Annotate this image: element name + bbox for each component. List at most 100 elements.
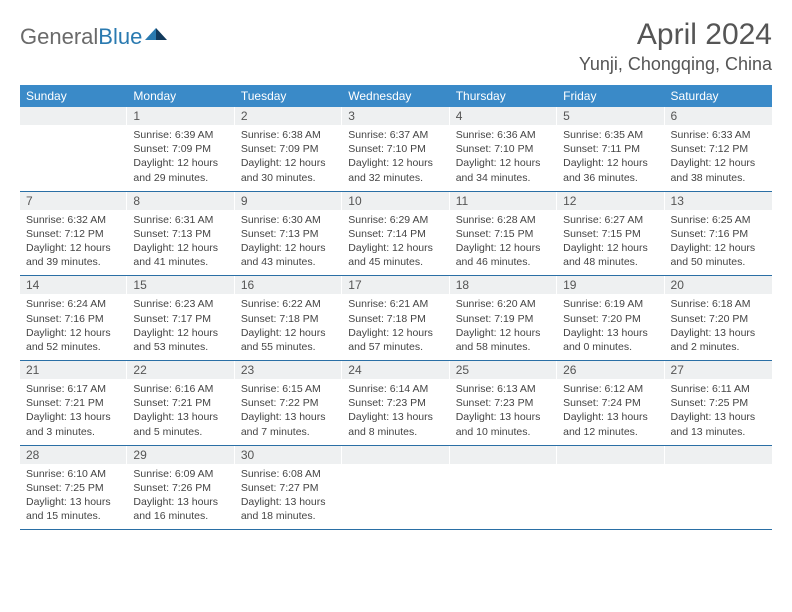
day-number: 22 [127, 361, 234, 379]
dow-thursday: Thursday [450, 85, 557, 107]
sunset-text: Sunset: 7:12 PM [671, 142, 766, 156]
day-body: Sunrise: 6:31 AMSunset: 7:13 PMDaylight:… [127, 210, 234, 276]
day-number [20, 107, 127, 125]
logo-text-general: General [20, 24, 98, 50]
sunset-text: Sunset: 7:20 PM [671, 312, 766, 326]
month-title: April 2024 [579, 18, 772, 52]
day-number: 11 [450, 192, 557, 210]
sunrise-text: Sunrise: 6:08 AM [241, 467, 336, 481]
day-cell: 30Sunrise: 6:08 AMSunset: 7:27 PMDayligh… [235, 446, 342, 530]
sunrise-text: Sunrise: 6:13 AM [456, 382, 551, 396]
daylight-text: Daylight: 13 hours and 2 minutes. [671, 326, 766, 354]
sunset-text: Sunset: 7:15 PM [563, 227, 658, 241]
day-cell: 2Sunrise: 6:38 AMSunset: 7:09 PMDaylight… [235, 107, 342, 191]
daylight-text: Daylight: 12 hours and 46 minutes. [456, 241, 551, 269]
sunset-text: Sunset: 7:18 PM [241, 312, 336, 326]
daylight-text: Daylight: 13 hours and 12 minutes. [563, 410, 658, 438]
sunset-text: Sunset: 7:16 PM [671, 227, 766, 241]
day-body: Sunrise: 6:21 AMSunset: 7:18 PMDaylight:… [342, 294, 449, 360]
page-header: GeneralBlue April 2024 Yunji, Chongqing,… [20, 18, 772, 75]
day-cell: 28Sunrise: 6:10 AMSunset: 7:25 PMDayligh… [20, 446, 127, 530]
daylight-text: Daylight: 13 hours and 5 minutes. [133, 410, 228, 438]
sunrise-text: Sunrise: 6:20 AM [456, 297, 551, 311]
day-number: 12 [557, 192, 664, 210]
sunset-text: Sunset: 7:15 PM [456, 227, 551, 241]
day-body [665, 464, 772, 473]
day-cell [20, 107, 127, 191]
day-cell: 17Sunrise: 6:21 AMSunset: 7:18 PMDayligh… [342, 276, 449, 360]
day-body: Sunrise: 6:38 AMSunset: 7:09 PMDaylight:… [235, 125, 342, 191]
sunrise-text: Sunrise: 6:30 AM [241, 213, 336, 227]
day-body: Sunrise: 6:17 AMSunset: 7:21 PMDaylight:… [20, 379, 127, 445]
day-cell: 14Sunrise: 6:24 AMSunset: 7:16 PMDayligh… [20, 276, 127, 360]
day-cell: 13Sunrise: 6:25 AMSunset: 7:16 PMDayligh… [665, 192, 772, 276]
day-body: Sunrise: 6:08 AMSunset: 7:27 PMDaylight:… [235, 464, 342, 530]
sunrise-text: Sunrise: 6:25 AM [671, 213, 766, 227]
day-cell: 26Sunrise: 6:12 AMSunset: 7:24 PMDayligh… [557, 361, 664, 445]
sunset-text: Sunset: 7:10 PM [348, 142, 443, 156]
dow-friday: Friday [557, 85, 664, 107]
sunrise-text: Sunrise: 6:33 AM [671, 128, 766, 142]
sunset-text: Sunset: 7:25 PM [26, 481, 121, 495]
day-cell: 1Sunrise: 6:39 AMSunset: 7:09 PMDaylight… [127, 107, 234, 191]
calendar-page: GeneralBlue April 2024 Yunji, Chongqing,… [0, 0, 792, 540]
day-cell: 11 Sunrise: 6:28 AMSunset: 7:15 PMDayligh… [450, 192, 557, 276]
sunrise-text: Sunrise: 6:28 AM [456, 213, 551, 227]
day-body: Sunrise: 6:33 AMSunset: 7:12 PMDaylight:… [665, 125, 772, 191]
day-body: Sunrise: 6:16 AMSunset: 7:21 PMDaylight:… [127, 379, 234, 445]
day-cell: 29Sunrise: 6:09 AMSunset: 7:26 PMDayligh… [127, 446, 234, 530]
day-cell [665, 446, 772, 530]
day-body: Sunrise: 6:37 AMSunset: 7:10 PMDaylight:… [342, 125, 449, 191]
day-cell: 15Sunrise: 6:23 AMSunset: 7:17 PMDayligh… [127, 276, 234, 360]
sunrise-text: Sunrise: 6:14 AM [348, 382, 443, 396]
day-number: 26 [557, 361, 664, 379]
daylight-text: Daylight: 13 hours and 7 minutes. [241, 410, 336, 438]
daylight-text: Daylight: 12 hours and 43 minutes. [241, 241, 336, 269]
sunrise-text: Sunrise: 6:09 AM [133, 467, 228, 481]
week-row: 7Sunrise: 6:32 AMSunset: 7:12 PMDaylight… [20, 192, 772, 277]
day-number: 3 [342, 107, 449, 125]
sunrise-text: Sunrise: 6:24 AM [26, 297, 121, 311]
day-number: 2 [235, 107, 342, 125]
week-row: 14Sunrise: 6:24 AMSunset: 7:16 PMDayligh… [20, 276, 772, 361]
sunset-text: Sunset: 7:26 PM [133, 481, 228, 495]
day-body: Sunrise: 6:12 AMSunset: 7:24 PMDaylight:… [557, 379, 664, 445]
daylight-text: Daylight: 12 hours and 45 minutes. [348, 241, 443, 269]
day-cell: 8Sunrise: 6:31 AMSunset: 7:13 PMDaylight… [127, 192, 234, 276]
day-cell: 16Sunrise: 6:22 AMSunset: 7:18 PMDayligh… [235, 276, 342, 360]
logo: GeneralBlue [20, 24, 167, 50]
day-body: Sunrise: 6:39 AMSunset: 7:09 PMDaylight:… [127, 125, 234, 191]
sunset-text: Sunset: 7:09 PM [133, 142, 228, 156]
sunrise-text: Sunrise: 6:29 AM [348, 213, 443, 227]
daylight-text: Daylight: 12 hours and 52 minutes. [26, 326, 121, 354]
day-number: 6 [665, 107, 772, 125]
day-number: 19 [557, 276, 664, 294]
day-body: Sunrise: 6:18 AMSunset: 7:20 PMDaylight:… [665, 294, 772, 360]
sunset-text: Sunset: 7:23 PM [456, 396, 551, 410]
daylight-text: Daylight: 12 hours and 36 minutes. [563, 156, 658, 184]
day-cell: 3Sunrise: 6:37 AMSunset: 7:10 PMDaylight… [342, 107, 449, 191]
day-cell: 18Sunrise: 6:20 AMSunset: 7:19 PMDayligh… [450, 276, 557, 360]
day-number: 16 [235, 276, 342, 294]
day-number: 24 [342, 361, 449, 379]
sunset-text: Sunset: 7:09 PM [241, 142, 336, 156]
day-body: Sunrise: 6:30 AMSunset: 7:13 PMDaylight:… [235, 210, 342, 276]
daylight-text: Daylight: 12 hours and 48 minutes. [563, 241, 658, 269]
sunrise-text: Sunrise: 6:11 AM [671, 382, 766, 396]
day-cell: 21Sunrise: 6:17 AMSunset: 7:21 PMDayligh… [20, 361, 127, 445]
sunset-text: Sunset: 7:12 PM [26, 227, 121, 241]
day-number: 25 [450, 361, 557, 379]
sunrise-text: Sunrise: 6:19 AM [563, 297, 658, 311]
day-of-week-header: Sunday Monday Tuesday Wednesday Thursday… [20, 85, 772, 107]
day-cell: 27Sunrise: 6:11 AMSunset: 7:25 PMDayligh… [665, 361, 772, 445]
sunset-text: Sunset: 7:20 PM [563, 312, 658, 326]
day-cell: 19 Sunrise: 6:19 AMSunset: 7:20 PMDayligh… [557, 276, 664, 360]
sunset-text: Sunset: 7:21 PM [26, 396, 121, 410]
sunset-text: Sunset: 7:18 PM [348, 312, 443, 326]
day-number: 27 [665, 361, 772, 379]
daylight-text: Daylight: 13 hours and 13 minutes. [671, 410, 766, 438]
sunset-text: Sunset: 7:16 PM [26, 312, 121, 326]
daylight-text: Daylight: 13 hours and 0 minutes. [563, 326, 658, 354]
day-body: Sunrise: 6:27 AMSunset: 7:15 PMDaylight:… [557, 210, 664, 276]
dow-tuesday: Tuesday [235, 85, 342, 107]
